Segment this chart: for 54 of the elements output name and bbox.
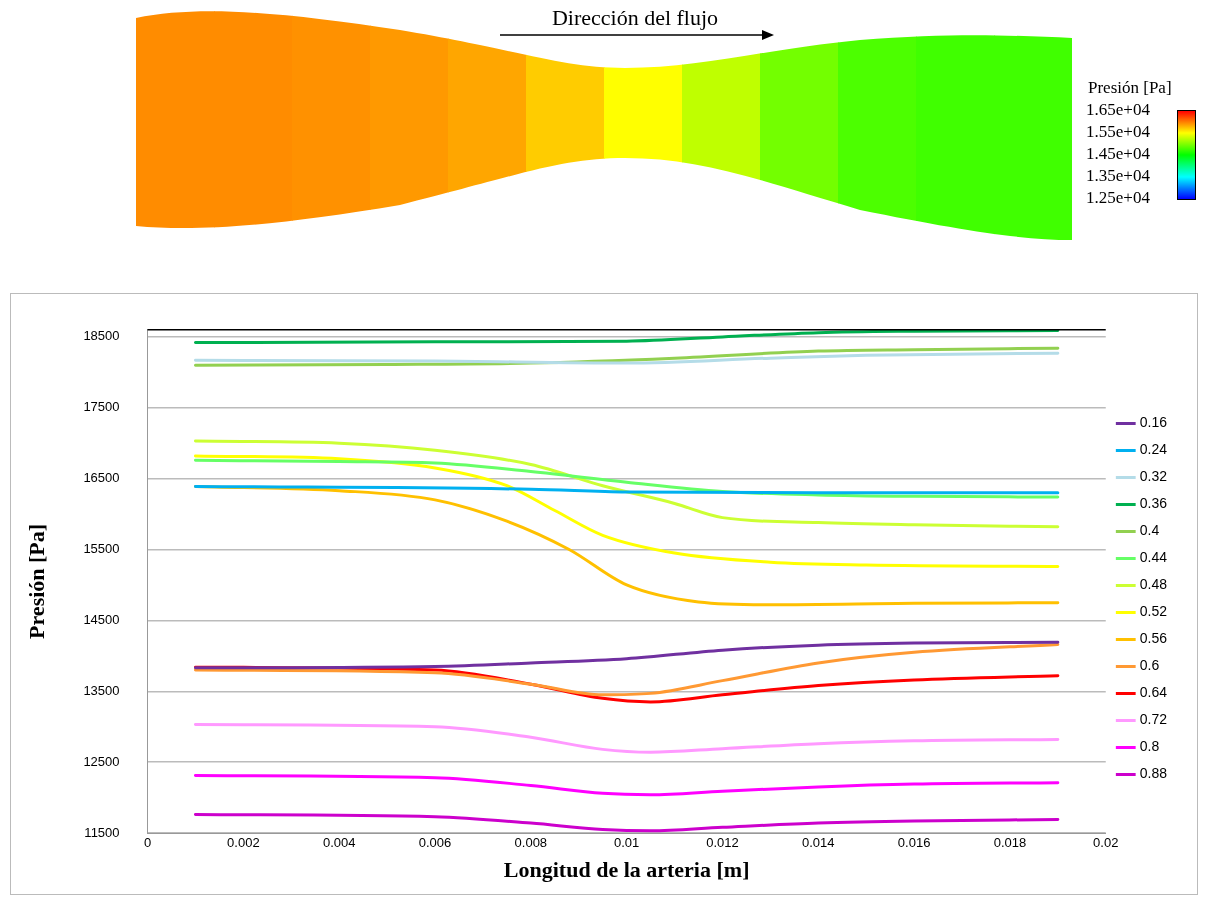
color-bar-label: 1.25e+04 (1086, 188, 1150, 208)
legend-label: 0.4 (1139, 522, 1160, 539)
line-series (193, 723, 1060, 754)
x-tick-label: 0.014 (802, 835, 835, 851)
legend-label: 0.88 (1139, 765, 1168, 782)
line-series (193, 774, 1060, 797)
line-series (193, 346, 1060, 367)
y-tick-label: 12500 (83, 753, 120, 769)
y-axis-title: Presión [Pa] (23, 523, 49, 639)
color-bar-label: 1.55e+04 (1086, 122, 1150, 142)
line-series (193, 351, 1060, 365)
line-series (193, 329, 1060, 345)
legend-label: 0.56 (1139, 630, 1168, 647)
legend-label: 0.36 (1139, 495, 1168, 512)
legend-label: 0.72 (1139, 711, 1168, 728)
x-tick-label: 0.004 (322, 835, 356, 851)
line-series (193, 813, 1060, 833)
legend-label: 0.64 (1139, 684, 1168, 701)
x-tick-label: 0 (143, 835, 152, 851)
color-bar-label: 1.35e+04 (1086, 166, 1150, 186)
legend-label: 0.44 (1139, 549, 1168, 566)
y-tick-label: 13500 (83, 682, 120, 698)
x-tick-label: 0.012 (706, 835, 739, 851)
legend-label: 0.8 (1139, 738, 1160, 755)
y-tick-label: 15500 (83, 541, 120, 557)
annotation: Dirección del flujo (550, 5, 720, 31)
line-series (193, 640, 1060, 670)
line-series (193, 454, 1060, 569)
color-bar-title: Presión [Pa] (1088, 78, 1172, 98)
x-tick-label: 0.002 (227, 835, 260, 851)
color-bar-label: 1.45e+04 (1086, 144, 1150, 164)
legend-label: 0.32 (1139, 468, 1168, 485)
y-tick-label: 18500 (83, 328, 120, 344)
color-bar-label: 1.65e+04 (1086, 100, 1150, 120)
y-tick-label: 16500 (83, 470, 120, 486)
legend-label: 0.16 (1139, 414, 1168, 431)
y-tick-label: 14500 (83, 611, 120, 627)
line-series (193, 484, 1060, 495)
line-series (193, 642, 1060, 697)
legend-label: 0.6 (1139, 657, 1160, 674)
x-tick-label: 0.018 (993, 835, 1027, 851)
x-tick-label: 0.01 (613, 835, 640, 851)
legend-label: 0.48 (1139, 576, 1168, 593)
y-tick-label: 11500 (84, 824, 120, 840)
legend-label: 0.24 (1139, 441, 1168, 458)
line-series (193, 439, 1060, 529)
x-tick-label: 0.008 (514, 835, 548, 851)
x-tick-label: 0.02 (1093, 835, 1119, 851)
x-axis-title: Longitud de la arteria [m] (503, 857, 750, 883)
x-tick-label: 0.016 (897, 835, 931, 851)
line-series (193, 458, 1060, 499)
y-tick-label: 17500 (83, 399, 120, 415)
x-tick-label: 0.006 (418, 835, 452, 851)
legend-label: 0.52 (1139, 603, 1168, 620)
